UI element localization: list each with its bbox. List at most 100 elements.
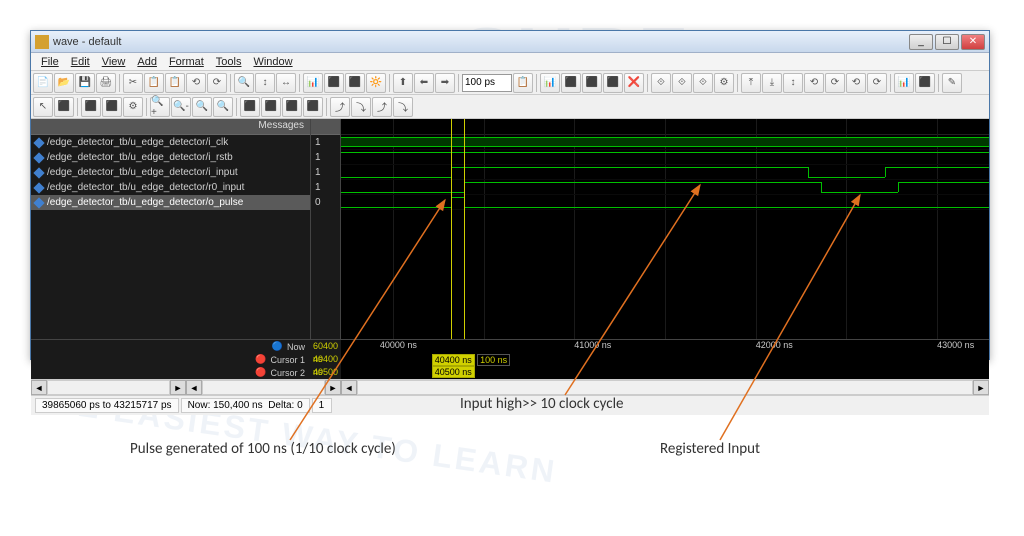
toolbar-button[interactable]: ⬛	[915, 73, 935, 93]
toolbar-button[interactable]: ⤓	[762, 73, 782, 93]
signal-row[interactable]: /edge_detector_tb/u_edge_detector/i_inpu…	[31, 165, 310, 180]
toolbar-button[interactable]: 📋	[144, 73, 164, 93]
waveform-area[interactable]	[341, 119, 989, 339]
status-right: 1	[312, 398, 332, 413]
toolbar-button[interactable]: ✎	[942, 73, 962, 93]
minimize-button[interactable]: _	[909, 34, 933, 50]
toolbar-button[interactable]: ⟐	[672, 73, 692, 93]
menu-edit[interactable]: Edit	[65, 56, 96, 68]
toolbar-button[interactable]: ⤵	[393, 97, 413, 117]
toolbar-button[interactable]: ⤴	[372, 97, 392, 117]
signal-row[interactable]: /edge_detector_tb/u_edge_detector/i_rstb	[31, 150, 310, 165]
toolbar-button[interactable]: ⬛	[582, 73, 602, 93]
cursor-marker[interactable]: 40400 ns	[432, 354, 475, 366]
toolbar-button[interactable]: ↖	[33, 97, 53, 117]
toolbar-button[interactable]: ⬆	[393, 73, 413, 93]
toolbar-button[interactable]: ↕	[783, 73, 803, 93]
waveform-row	[341, 180, 989, 195]
menu-window[interactable]: Window	[247, 56, 298, 68]
toolbar-button[interactable]: 📊	[540, 73, 560, 93]
toolbar-button[interactable]: ⟐	[693, 73, 713, 93]
toolbar-button[interactable]: ⬛	[54, 97, 74, 117]
toolbar-button[interactable]: 📊	[303, 73, 323, 93]
status-range: 39865060 ps to 43215717 ps	[35, 398, 179, 413]
toolbar-button[interactable]: ⬛	[345, 73, 365, 93]
toolbar-button[interactable]: ⬛	[282, 97, 302, 117]
toolbar-button[interactable]: ↕	[255, 73, 275, 93]
toolbar-button[interactable]: ⟐	[651, 73, 671, 93]
toolbar-button[interactable]: ⚙	[714, 73, 734, 93]
toolbar-button[interactable]: ⟳	[867, 73, 887, 93]
signal-row[interactable]: /edge_detector_tb/u_edge_detector/r0_inp…	[31, 180, 310, 195]
waveform-row	[341, 165, 989, 180]
toolbar-button[interactable]: 🔍	[192, 97, 212, 117]
toolbar-button[interactable]: ⟲	[804, 73, 824, 93]
toolbar-button[interactable]: ⬅	[414, 73, 434, 93]
maximize-button[interactable]: ☐	[935, 34, 959, 50]
toolbar-button[interactable]: 🔆	[366, 73, 386, 93]
toolbar-button[interactable]: 🔍	[234, 73, 254, 93]
toolbar-button[interactable]: 📋	[513, 73, 533, 93]
menu-file[interactable]: File	[35, 56, 65, 68]
zoom-input[interactable]	[462, 74, 512, 92]
wave-window: wave - default _ ☐ ✕ File Edit View Add …	[30, 30, 990, 360]
toolbar-button[interactable]: ⟳	[207, 73, 227, 93]
cursor2-value: 40500 ns	[311, 366, 341, 379]
annotation-3: Registered Input	[660, 440, 760, 458]
toolbar-button[interactable]: 📊	[894, 73, 914, 93]
toolbar-button[interactable]: ⬛	[102, 97, 122, 117]
toolbar-button[interactable]: ✂	[123, 73, 143, 93]
cursor-1-line[interactable]	[451, 119, 452, 339]
toolbar-button[interactable]: ➡	[435, 73, 455, 93]
toolbar-button[interactable]: ⟳	[825, 73, 845, 93]
annotation-1: Pulse generated of 100 ns (1/10 clock cy…	[130, 440, 396, 458]
toolbar-button[interactable]: 💾	[75, 73, 95, 93]
signal-row[interactable]: /edge_detector_tb/u_edge_detector/o_puls…	[31, 195, 310, 210]
toolbar-button[interactable]: ⬛	[240, 97, 260, 117]
toolbar-button[interactable]: ⬛	[261, 97, 281, 117]
menu-view[interactable]: View	[96, 56, 132, 68]
cursor1-label[interactable]: 🔴Cursor 1	[31, 353, 311, 366]
toolbar-button[interactable]: 🖨	[96, 73, 116, 93]
toolbar-button[interactable]: ⬛	[324, 73, 344, 93]
signal-value: 1	[311, 150, 340, 165]
toolbar-button[interactable]: ↔	[276, 73, 296, 93]
window-title: wave - default	[53, 36, 909, 48]
toolbar-button[interactable]: 🔍	[213, 97, 233, 117]
toolbar-button[interactable]: ⟲	[846, 73, 866, 93]
toolbar-button[interactable]: ⟲	[186, 73, 206, 93]
time-ruler[interactable]: 40000 ns41000 ns42000 ns43000 ns40400 ns…	[341, 340, 989, 379]
toolbar-button[interactable]: ❌	[624, 73, 644, 93]
toolbar-button[interactable]: ⚙	[123, 97, 143, 117]
messages-header: Messages	[31, 119, 310, 135]
status-now: Now: 150,400 ns Delta: 0	[181, 398, 310, 413]
cursor2-label[interactable]: 🔴Cursor 2	[31, 366, 311, 379]
toolbar-row1: 📄📂💾🖨✂📋📋⟲⟳🔍↕↔📊⬛⬛🔆⬆⬅➡📋📊⬛⬛⬛❌⟐⟐⟐⚙⤒⤓↕⟲⟳⟲⟳📊⬛✎	[31, 71, 989, 95]
app-icon	[35, 35, 49, 49]
toolbar-button[interactable]: ⤴	[330, 97, 350, 117]
close-button[interactable]: ✕	[961, 34, 985, 50]
toolbar-button[interactable]: ⬛	[603, 73, 623, 93]
toolbar-button[interactable]: ⤒	[741, 73, 761, 93]
toolbar-button[interactable]: 🔍-	[171, 97, 191, 117]
cursor-marker[interactable]: 40500 ns	[432, 366, 475, 378]
menu-format[interactable]: Format	[163, 56, 210, 68]
menu-add[interactable]: Add	[131, 56, 163, 68]
toolbar-button[interactable]: 📋	[165, 73, 185, 93]
menubar: File Edit View Add Format Tools Window	[31, 53, 989, 71]
menu-tools[interactable]: Tools	[210, 56, 248, 68]
toolbar-button[interactable]: ⬛	[303, 97, 323, 117]
toolbar-button[interactable]: ⬛	[81, 97, 101, 117]
cursor1-value: 40400 ns	[311, 353, 341, 366]
cursor-2-line[interactable]	[464, 119, 465, 339]
toolbar-button[interactable]: 🔍+	[150, 97, 170, 117]
toolbar-button[interactable]: ⤵	[351, 97, 371, 117]
scrollbar-horizontal[interactable]: ◄► ◄► ◄►	[31, 379, 989, 395]
toolbar-row2: ↖⬛⬛⬛⚙🔍+🔍-🔍🔍⬛⬛⬛⬛⤴⤵⤴⤵	[31, 95, 989, 119]
toolbar-button[interactable]: 📂	[54, 73, 74, 93]
titlebar[interactable]: wave - default _ ☐ ✕	[31, 31, 989, 53]
signal-value: 1	[311, 135, 340, 150]
toolbar-button[interactable]: 📄	[33, 73, 53, 93]
toolbar-button[interactable]: ⬛	[561, 73, 581, 93]
signal-row[interactable]: /edge_detector_tb/u_edge_detector/i_clk	[31, 135, 310, 150]
